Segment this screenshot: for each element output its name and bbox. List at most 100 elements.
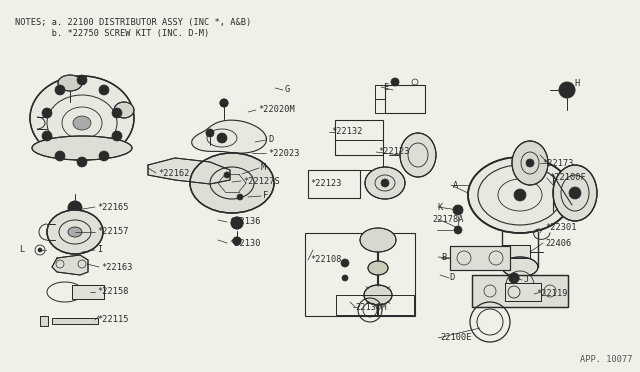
Circle shape bbox=[391, 78, 399, 86]
Text: F: F bbox=[263, 192, 268, 201]
Bar bbox=[40, 316, 48, 326]
Text: *22119: *22119 bbox=[536, 289, 568, 298]
Ellipse shape bbox=[58, 75, 82, 91]
Circle shape bbox=[99, 85, 109, 95]
Bar bbox=[450, 246, 510, 270]
Ellipse shape bbox=[365, 167, 405, 199]
Bar bbox=[305, 233, 415, 316]
Ellipse shape bbox=[360, 228, 396, 252]
Text: A: A bbox=[453, 180, 458, 189]
Circle shape bbox=[55, 151, 65, 161]
Text: *22165: *22165 bbox=[97, 202, 129, 212]
Bar bbox=[505, 283, 541, 301]
Circle shape bbox=[526, 159, 534, 167]
Text: *22020M: *22020M bbox=[258, 106, 295, 115]
Circle shape bbox=[559, 82, 575, 98]
Circle shape bbox=[514, 189, 526, 201]
Circle shape bbox=[206, 129, 214, 137]
Circle shape bbox=[77, 157, 87, 167]
Circle shape bbox=[453, 205, 463, 215]
Circle shape bbox=[224, 172, 230, 178]
Text: 22178A: 22178A bbox=[432, 215, 463, 224]
Text: *22136: *22136 bbox=[229, 218, 260, 227]
Polygon shape bbox=[52, 255, 88, 275]
Bar bbox=[385, 85, 425, 113]
Text: 22406: 22406 bbox=[545, 238, 572, 247]
Circle shape bbox=[112, 108, 122, 118]
Text: 22100E: 22100E bbox=[440, 334, 472, 343]
Circle shape bbox=[38, 248, 42, 252]
Text: D: D bbox=[449, 273, 454, 282]
Bar bbox=[52, 318, 98, 324]
Polygon shape bbox=[148, 158, 230, 184]
Ellipse shape bbox=[512, 141, 548, 185]
Bar bbox=[472, 275, 568, 307]
Text: NOTES; a. 22100 DISTRIBUTOR ASSY (INC *, A&B): NOTES; a. 22100 DISTRIBUTOR ASSY (INC *,… bbox=[15, 18, 252, 27]
Ellipse shape bbox=[553, 165, 597, 221]
Text: K: K bbox=[437, 202, 442, 212]
Text: APP. 10077: APP. 10077 bbox=[579, 355, 632, 364]
Text: *22158: *22158 bbox=[97, 288, 129, 296]
Circle shape bbox=[509, 273, 519, 283]
Ellipse shape bbox=[47, 210, 103, 254]
Text: *22301: *22301 bbox=[545, 224, 577, 232]
Circle shape bbox=[55, 85, 65, 95]
Circle shape bbox=[112, 131, 122, 141]
Circle shape bbox=[342, 275, 348, 281]
Circle shape bbox=[231, 217, 243, 229]
Text: E: E bbox=[383, 83, 388, 92]
Text: *22123: *22123 bbox=[378, 148, 410, 157]
Text: *22100F: *22100F bbox=[549, 173, 586, 183]
Text: *22162: *22162 bbox=[158, 169, 189, 177]
Ellipse shape bbox=[32, 136, 132, 160]
Text: *22130: *22130 bbox=[229, 238, 260, 247]
Bar bbox=[72, 285, 104, 299]
Text: B: B bbox=[441, 253, 446, 262]
Text: D: D bbox=[268, 135, 273, 144]
Circle shape bbox=[233, 237, 241, 245]
Ellipse shape bbox=[368, 261, 388, 275]
Text: G: G bbox=[285, 86, 291, 94]
Ellipse shape bbox=[468, 157, 572, 233]
Circle shape bbox=[381, 179, 389, 187]
Text: b. *22750 SCREW KIT (INC. D-M): b. *22750 SCREW KIT (INC. D-M) bbox=[15, 29, 209, 38]
Ellipse shape bbox=[400, 133, 436, 177]
Ellipse shape bbox=[190, 153, 274, 213]
Ellipse shape bbox=[114, 102, 134, 118]
Circle shape bbox=[569, 187, 581, 199]
Bar bbox=[505, 283, 541, 301]
Circle shape bbox=[220, 99, 228, 107]
Circle shape bbox=[237, 194, 243, 200]
Polygon shape bbox=[502, 245, 530, 258]
Bar bbox=[335, 120, 383, 155]
Circle shape bbox=[454, 226, 462, 234]
Text: L: L bbox=[19, 246, 24, 254]
Polygon shape bbox=[192, 120, 266, 153]
Ellipse shape bbox=[364, 285, 392, 305]
Text: *22108: *22108 bbox=[310, 256, 342, 264]
Bar bbox=[472, 275, 568, 307]
Text: *22132: *22132 bbox=[331, 128, 362, 137]
Ellipse shape bbox=[502, 257, 538, 277]
Bar bbox=[72, 285, 104, 299]
Circle shape bbox=[217, 133, 227, 143]
Circle shape bbox=[68, 201, 82, 215]
Text: *22127S: *22127S bbox=[243, 176, 280, 186]
Text: H: H bbox=[574, 78, 579, 87]
Text: *22173: *22173 bbox=[542, 158, 573, 167]
Circle shape bbox=[77, 75, 87, 85]
Text: J: J bbox=[524, 276, 529, 285]
Circle shape bbox=[99, 151, 109, 161]
Bar bbox=[336, 295, 414, 315]
Ellipse shape bbox=[73, 116, 91, 130]
Text: 22130M: 22130M bbox=[355, 302, 387, 311]
Ellipse shape bbox=[30, 76, 134, 160]
Text: I: I bbox=[97, 246, 102, 254]
Bar bbox=[450, 246, 510, 270]
Text: *22123: *22123 bbox=[310, 179, 342, 187]
Bar bbox=[52, 318, 98, 324]
Text: *22115: *22115 bbox=[97, 315, 129, 324]
Bar bbox=[308, 170, 360, 198]
Ellipse shape bbox=[68, 227, 82, 237]
Text: *22157: *22157 bbox=[97, 228, 129, 237]
